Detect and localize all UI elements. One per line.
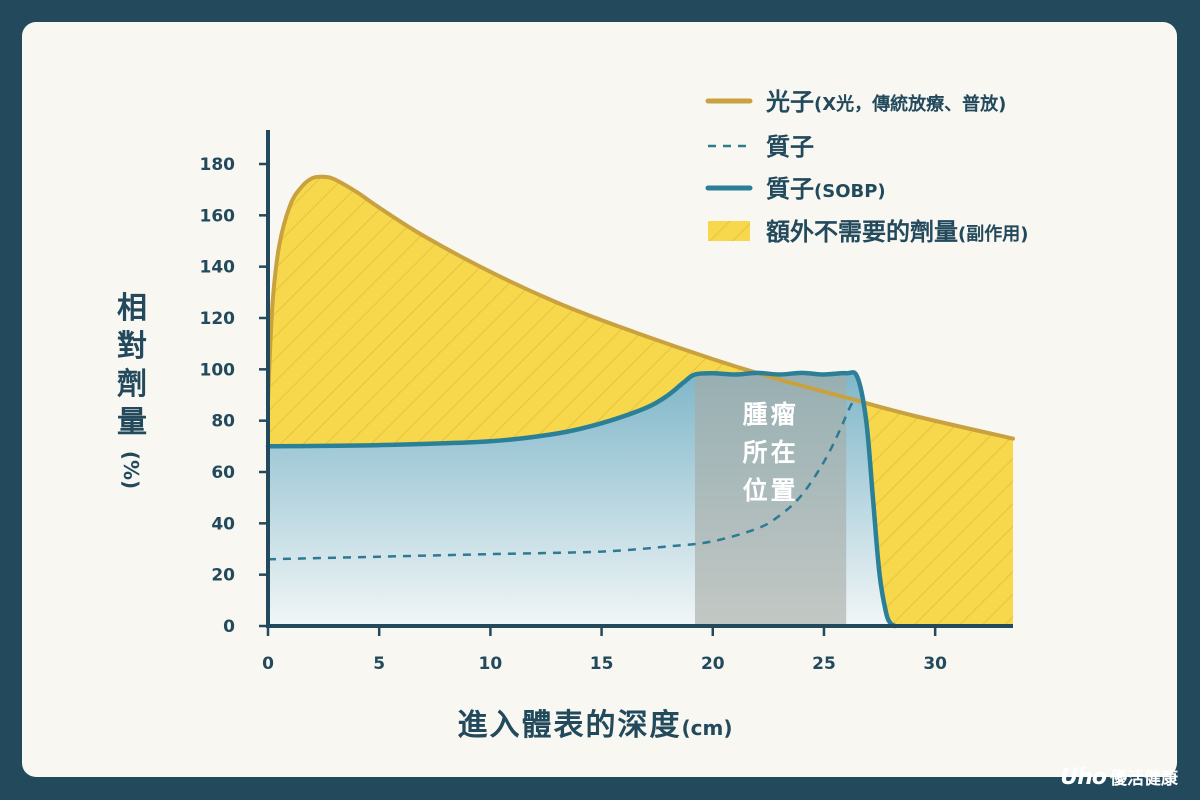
y-tick-label: 180 (200, 155, 236, 175)
tumor-region (694, 372, 847, 626)
legend-label: 額外不需要的劑量(副作用) (766, 218, 1028, 246)
tumor-label-line: 位置 (743, 476, 799, 505)
brand: Uho 優活健康 (1060, 764, 1178, 790)
x-tick-label: 10 (479, 654, 503, 674)
y-tick-label: 0 (223, 617, 235, 637)
legend-label: 光子(X光，傳統放療、普放) (765, 88, 1006, 116)
y-tick-label: 40 (211, 514, 235, 534)
brand-logo: Uho (1060, 765, 1107, 790)
y-tick-label: 160 (200, 206, 236, 226)
y-tick-label: 100 (200, 360, 236, 380)
tumor-label-line: 所在 (743, 438, 799, 467)
y-axis-unit: (%) (119, 451, 143, 489)
y-axis-title-char: 對 (117, 329, 147, 364)
x-tick-label: 0 (262, 654, 274, 674)
legend-label: 質子 (766, 133, 814, 161)
y-tick-label: 60 (211, 463, 235, 483)
y-tick-label: 140 (200, 258, 236, 278)
x-tick-label: 15 (590, 654, 614, 674)
y-tick-label: 20 (211, 566, 235, 586)
proton-dashed-line (267, 397, 857, 561)
legend-swatch (708, 221, 750, 241)
x-tick-label: 5 (373, 654, 385, 674)
x-axis-title: 進入體表的深度(cm) (458, 708, 733, 743)
brand-name: 優活健康 (1110, 769, 1178, 789)
y-tick-label: 120 (200, 309, 236, 329)
x-tick-label: 30 (923, 654, 947, 674)
tumor-label-line: 腫瘤 (743, 400, 799, 429)
proton-sobp-line (265, 370, 898, 629)
x-tick-label: 20 (701, 654, 725, 674)
y-axis-title-char: 劑 (117, 367, 147, 402)
y-axis-title-char: 相 (117, 291, 147, 326)
y-axis-title-char: 量 (117, 405, 147, 440)
x-tick-label: 25 (812, 654, 836, 674)
photon-line (266, 174, 1015, 441)
legend-label: 質子(SOBP) (766, 175, 886, 203)
y-tick-label: 80 (211, 412, 235, 432)
